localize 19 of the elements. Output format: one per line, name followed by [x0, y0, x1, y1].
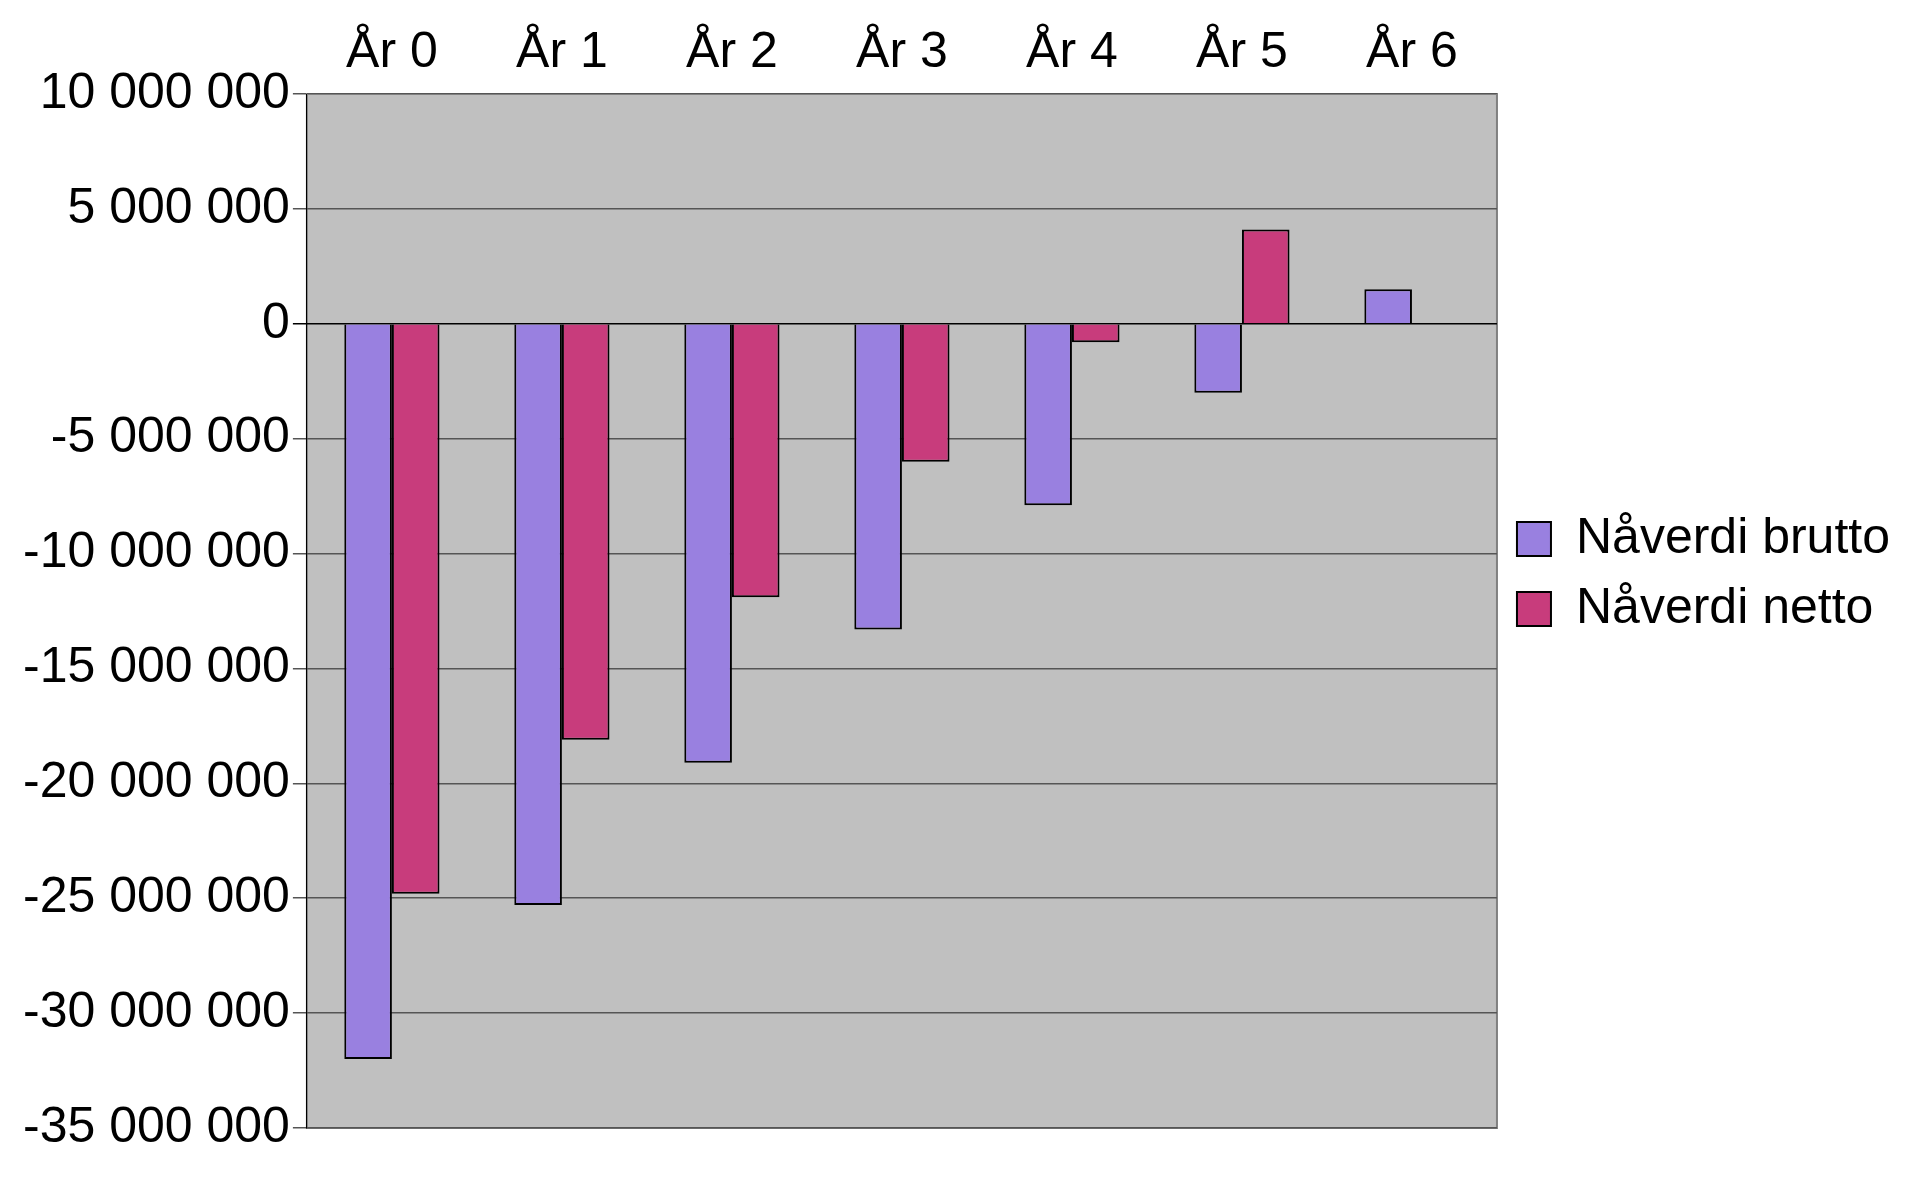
y-tick-label: -15 000 000: [22, 637, 290, 694]
y-tick-label: -10 000 000: [22, 522, 290, 579]
x-tick-label: År 1: [516, 21, 608, 78]
x-tick-label: År 0: [346, 21, 438, 78]
x-tick-label: År 2: [686, 21, 778, 78]
x-tick-label: År 5: [1196, 21, 1288, 78]
y-tick-label: -5 000 000: [50, 407, 290, 464]
x-tick-label: År 6: [1366, 21, 1458, 78]
y-tick-label: -25 000 000: [22, 867, 290, 923]
y-tick-label: 10 000 000: [39, 62, 290, 119]
y-tick-label: -30 000 000: [22, 981, 290, 1038]
y-tick-label: 5 000 000: [67, 177, 290, 234]
x-tick-label: År 4: [1026, 21, 1118, 78]
legend-label: Nåverdi netto: [1575, 577, 1874, 634]
y-tick-label: 0: [262, 292, 290, 349]
y-tick-label: -35 000 000: [22, 1096, 290, 1153]
legend-label: Nåverdi brutto: [1575, 507, 1891, 564]
x-tick-label: År 3: [856, 21, 948, 78]
y-tick-label: -20 000 000: [22, 752, 290, 809]
